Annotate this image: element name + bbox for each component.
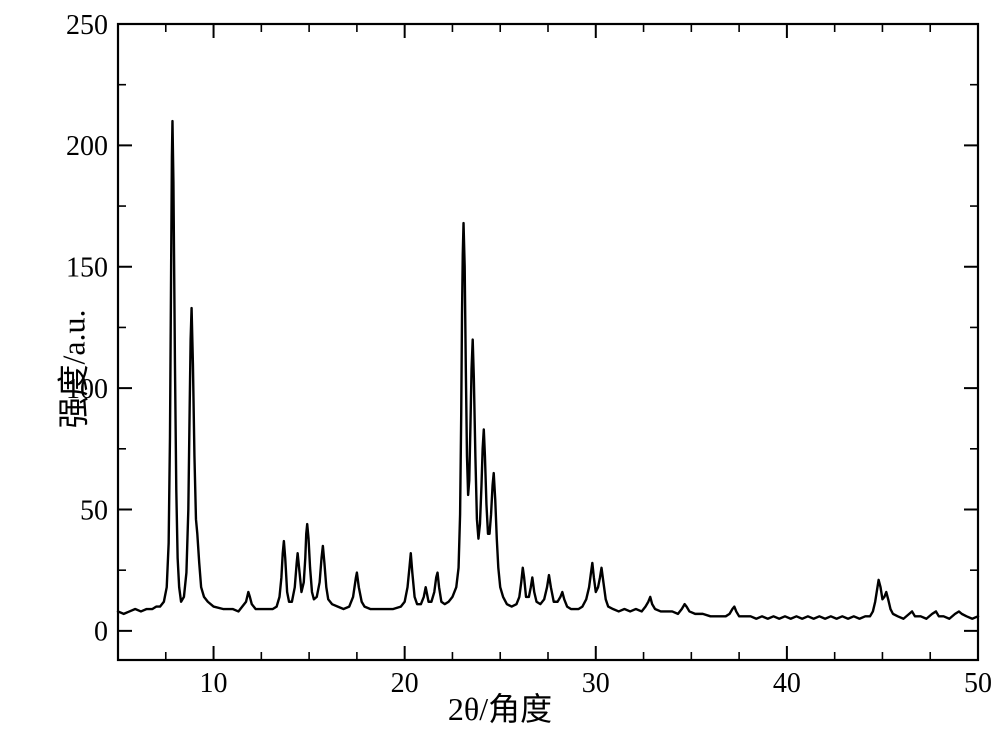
svg-text:250: 250 [66,10,108,41]
svg-text:50: 50 [964,668,992,699]
chart-svg: 1020304050050100150200250 [0,0,1000,738]
svg-text:150: 150 [66,253,108,284]
svg-text:40: 40 [773,668,801,699]
svg-text:30: 30 [582,668,610,699]
svg-text:50: 50 [80,495,108,526]
svg-text:20: 20 [391,668,419,699]
x-axis-label: 2θ/角度 [448,684,552,730]
xrd-chart: 1020304050050100150200250 强度/a.u. 2θ/角度 [0,0,1000,738]
y-axis-label: 强度/a.u. [49,309,95,428]
svg-text:0: 0 [94,617,108,648]
svg-text:10: 10 [200,668,228,699]
svg-text:200: 200 [66,131,108,162]
